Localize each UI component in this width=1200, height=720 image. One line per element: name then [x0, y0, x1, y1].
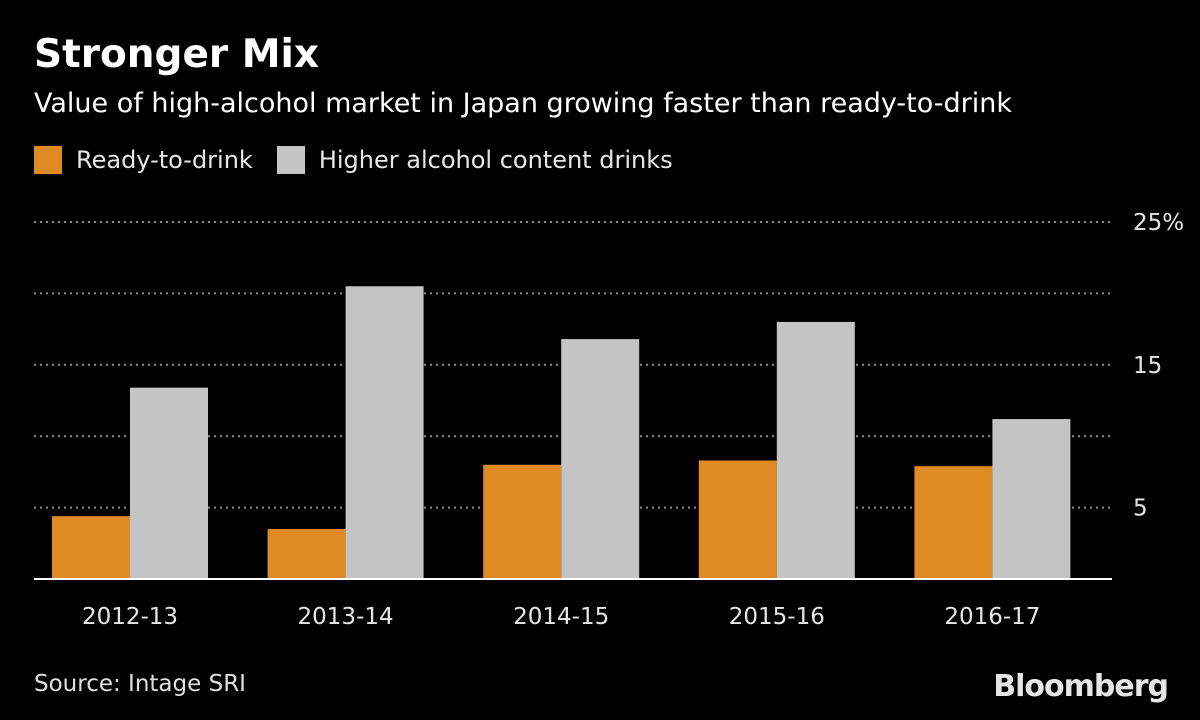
source-note: Source: Intage SRI: [34, 671, 246, 697]
bar-higher-alcohol: [992, 419, 1071, 579]
legend-label-ready-to-drink: Ready-to-drink: [76, 146, 253, 174]
y-tick-label: 5: [1133, 496, 1148, 522]
legend: Ready-to-drink Higher alcohol content dr…: [34, 146, 697, 174]
bloomberg-logo: Bloomberg: [993, 669, 1169, 704]
x-tick-label: 2014-15: [513, 604, 609, 630]
bar-ready-to-drink: [52, 516, 130, 579]
legend-swatch-ready-to-drink: [34, 146, 62, 174]
bar-higher-alcohol: [776, 321, 855, 579]
bar-ready-to-drink: [267, 529, 346, 579]
legend-item-higher-alcohol: Higher alcohol content drinks: [276, 146, 673, 174]
x-tick-label: 2012-13: [82, 604, 178, 630]
bar-ready-to-drink: [914, 466, 993, 579]
chart-subtitle: Value of high-alcohol market in Japan gr…: [34, 88, 1012, 119]
x-tick-label: 2015-16: [729, 604, 825, 630]
legend-label-higher-alcohol: Higher alcohol content drinks: [318, 146, 673, 174]
x-tick-label: 2016-17: [944, 604, 1040, 630]
y-tick-label: 15: [1133, 353, 1162, 379]
legend-item-ready-to-drink: Ready-to-drink: [34, 146, 253, 174]
y-tick-label: 25%: [1133, 210, 1184, 236]
legend-swatch-higher-alcohol: [276, 146, 305, 174]
bar-higher-alcohol: [561, 339, 640, 579]
bar-ready-to-drink: [698, 460, 777, 579]
bar-ready-to-drink: [483, 464, 562, 579]
bar-higher-alcohol: [345, 286, 424, 579]
x-tick-label: 2013-14: [298, 604, 394, 630]
bar-higher-alcohol: [130, 387, 208, 579]
chart-title: Stronger Mix: [34, 32, 320, 77]
